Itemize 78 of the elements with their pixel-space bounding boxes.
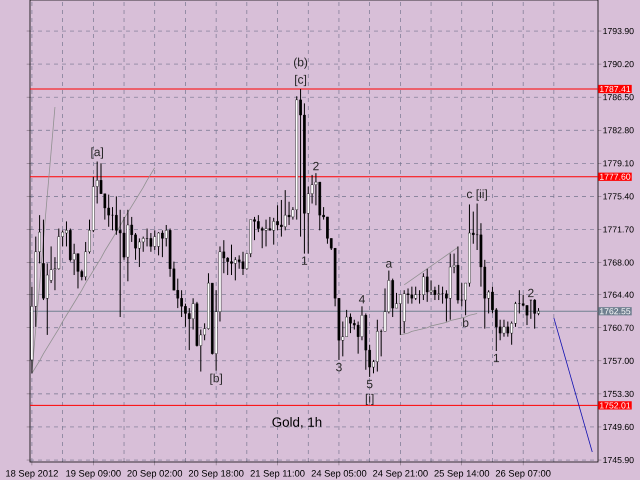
y-tick-label: 1790.20 xyxy=(603,61,634,68)
annotation: [a] xyxy=(91,147,103,159)
candlestick xyxy=(76,253,80,289)
candlestick xyxy=(349,312,352,334)
y-tick-label: 1775.40 xyxy=(603,193,634,200)
candlestick xyxy=(150,232,152,252)
candlestick xyxy=(230,244,233,276)
annotation: [b] xyxy=(210,374,222,385)
annotation: 5 xyxy=(366,380,372,388)
candlestick xyxy=(280,199,283,238)
candlestick xyxy=(426,268,429,302)
text: Gold, 1h xyxy=(272,417,322,428)
annotation: 2 xyxy=(313,162,319,170)
ref-line-label: 1752.01 xyxy=(600,402,630,408)
annotation: 4 xyxy=(358,295,365,304)
candlestick xyxy=(533,298,536,330)
y-tick-label: 1782.80 xyxy=(603,127,634,134)
x-tick-label: 21 Sep 11:00 xyxy=(250,470,305,479)
annotation: 2 xyxy=(528,288,534,298)
annotation: 1 xyxy=(494,354,500,362)
candlestick xyxy=(399,294,402,336)
annotation: b xyxy=(463,318,468,327)
y-tick-label: 1793.90 xyxy=(603,28,634,34)
annotation: [c] xyxy=(295,74,306,86)
candlestick xyxy=(268,216,272,231)
candlestick xyxy=(506,321,510,338)
x-tick-label: 19 Sep 09:00 xyxy=(66,470,121,479)
candlestick xyxy=(430,280,432,296)
candlestick xyxy=(434,286,436,301)
candlestick xyxy=(153,230,156,250)
annotation: c [ii] xyxy=(466,189,487,201)
candlestick xyxy=(526,304,528,326)
y-tick-label: 1771.70 xyxy=(603,226,634,233)
candlestick xyxy=(157,232,160,256)
ref-line-label: 1777.60 xyxy=(600,174,630,180)
annotation: a xyxy=(386,261,392,268)
y-tick-label: 1786.50 xyxy=(603,94,634,100)
candlestick xyxy=(414,286,418,301)
candlestick xyxy=(161,230,164,258)
x-tick-label: 20 Sep 18:00 xyxy=(188,470,244,479)
y-tick-label: 1764.40 xyxy=(603,292,634,298)
y-tick-label: 1757.00 xyxy=(603,358,634,364)
candlestick xyxy=(138,238,141,268)
candlestick xyxy=(188,308,191,351)
y-tick-label: 1745.90 xyxy=(603,456,634,464)
candlestick xyxy=(410,286,414,304)
candlestick xyxy=(46,262,49,336)
annotation: 3 xyxy=(336,362,342,372)
candlestick xyxy=(242,251,244,276)
x-tick-label: 24 Sep 05:00 xyxy=(312,470,366,479)
candlestick xyxy=(288,201,290,226)
annotation: [i] xyxy=(366,394,374,406)
y-tick-label: 1779.10 xyxy=(603,160,634,166)
candlestick xyxy=(107,194,110,228)
y-tick-label: 1768.00 xyxy=(603,259,634,266)
x-tick-label: 24 Sep 21:00 xyxy=(373,470,428,479)
candlestick xyxy=(326,216,329,244)
y-tick-label: 1753.30 xyxy=(603,390,634,397)
x-tick-label: 26 Sep 07:00 xyxy=(496,470,551,479)
candlestick xyxy=(299,88,302,238)
x-tick-label: 18 Sep 2012 xyxy=(6,470,58,479)
annotation: 1 xyxy=(302,256,308,265)
candlestick xyxy=(264,219,268,247)
x-tick-label: 20 Sep 02:00 xyxy=(127,470,182,479)
candlestick xyxy=(502,319,506,338)
ref-line-label: 1762.55 xyxy=(600,308,630,314)
candlestick xyxy=(437,284,440,301)
y-tick-label: 1749.60 xyxy=(603,424,634,430)
x-tick-label: 25 Sep 14:00 xyxy=(434,470,490,479)
candlestick xyxy=(422,272,425,301)
candlestick xyxy=(529,300,532,320)
ref-line-label: 1787.41 xyxy=(600,86,630,92)
candlestick xyxy=(234,256,237,281)
candlestick xyxy=(238,254,241,270)
y-tick-label: 1760.70 xyxy=(603,324,634,331)
candlestick xyxy=(272,217,276,246)
candlestick xyxy=(276,204,279,231)
annotation: (b) xyxy=(294,58,308,69)
